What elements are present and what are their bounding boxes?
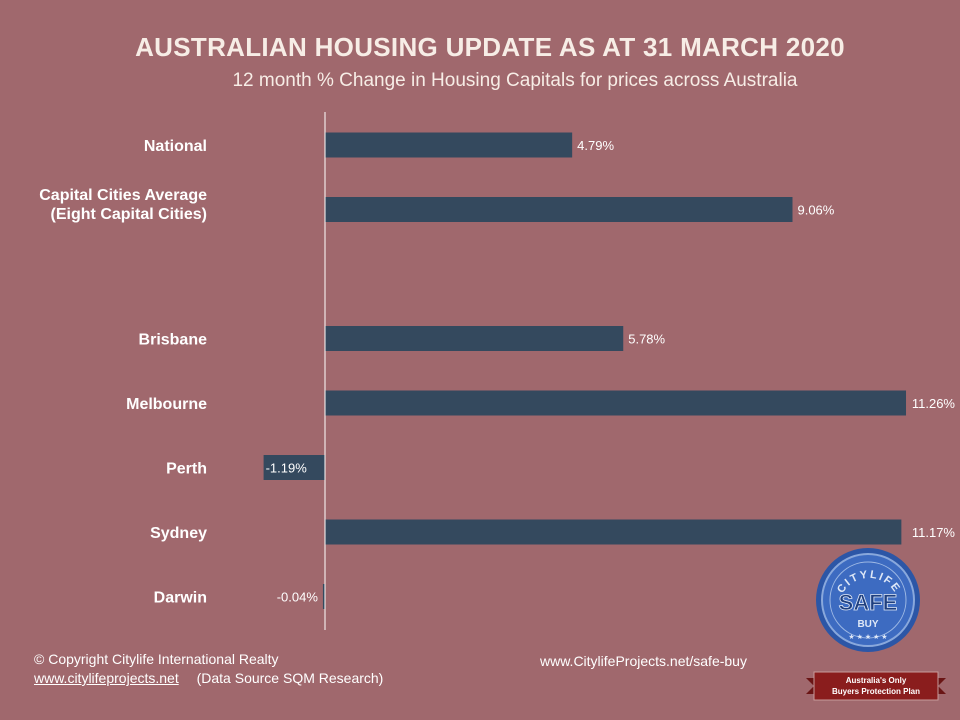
value-label-national: 4.79% xyxy=(577,138,614,153)
value-label-brisbane: 5.78% xyxy=(628,332,665,347)
seal-badge-icon xyxy=(816,548,920,652)
bar-chart: National 4.79% Capital Cities Average (Eigh… xyxy=(39,112,956,630)
seal-ribbon-line2: Buyers Protection Plan xyxy=(832,687,920,696)
value-label-perth: -1.19% xyxy=(266,461,308,476)
bar-capital-cities-average xyxy=(325,197,793,222)
category-label-national: National xyxy=(144,138,207,155)
safe-buy-seal: CITYLIFE SAFE BUY ★ ★ ★ ★ ★ Australia's … xyxy=(806,548,946,701)
bar-brisbane xyxy=(325,326,624,351)
value-label-sydney: 11.17% xyxy=(912,525,956,540)
category-label-sydney: Sydney xyxy=(150,525,207,542)
bar-melbourne xyxy=(325,390,907,416)
seal-ribbon xyxy=(806,671,946,701)
category-label-melbourne: Melbourne xyxy=(126,396,207,413)
bar-darwin xyxy=(322,584,325,609)
value-label-darwin: -0.04% xyxy=(277,590,319,605)
seal-ribbon-line1: Australia's Only xyxy=(846,676,907,685)
category-label-capital-cities-average: Capital Cities Average (Eight Capital Cit… xyxy=(39,187,207,223)
bar-perth xyxy=(263,455,325,480)
seal-main-text: SAFE xyxy=(839,590,898,615)
seal-sub-text: BUY xyxy=(857,619,878,630)
copyright-text: © Copyright Citylife International Realt… xyxy=(34,651,279,667)
bar-sydney xyxy=(325,519,902,545)
safe-buy-link[interactable]: www.CitylifeProjects.net/safe-buy xyxy=(540,653,747,669)
data-source-text: (Data Source SQM Research) xyxy=(196,670,384,686)
value-label-capital-cities-average: 9.06% xyxy=(797,203,834,218)
category-label-brisbane: Brisbane xyxy=(139,332,208,349)
chart-title: AUSTRALIAN HOUSING UPDATE AS AT 31 MARCH… xyxy=(135,32,845,62)
chart-subtitle: 12 month % Change in Housing Capitals fo… xyxy=(232,70,798,91)
seal-stars: ★ ★ ★ ★ ★ xyxy=(848,633,887,641)
category-label-darwin: Darwin xyxy=(154,590,207,607)
value-label-melbourne: 11.26% xyxy=(912,396,956,411)
category-label-perth: Perth xyxy=(166,461,207,478)
website-link[interactable]: www.citylifeprojects.net xyxy=(34,670,179,686)
bar-national xyxy=(325,132,573,158)
